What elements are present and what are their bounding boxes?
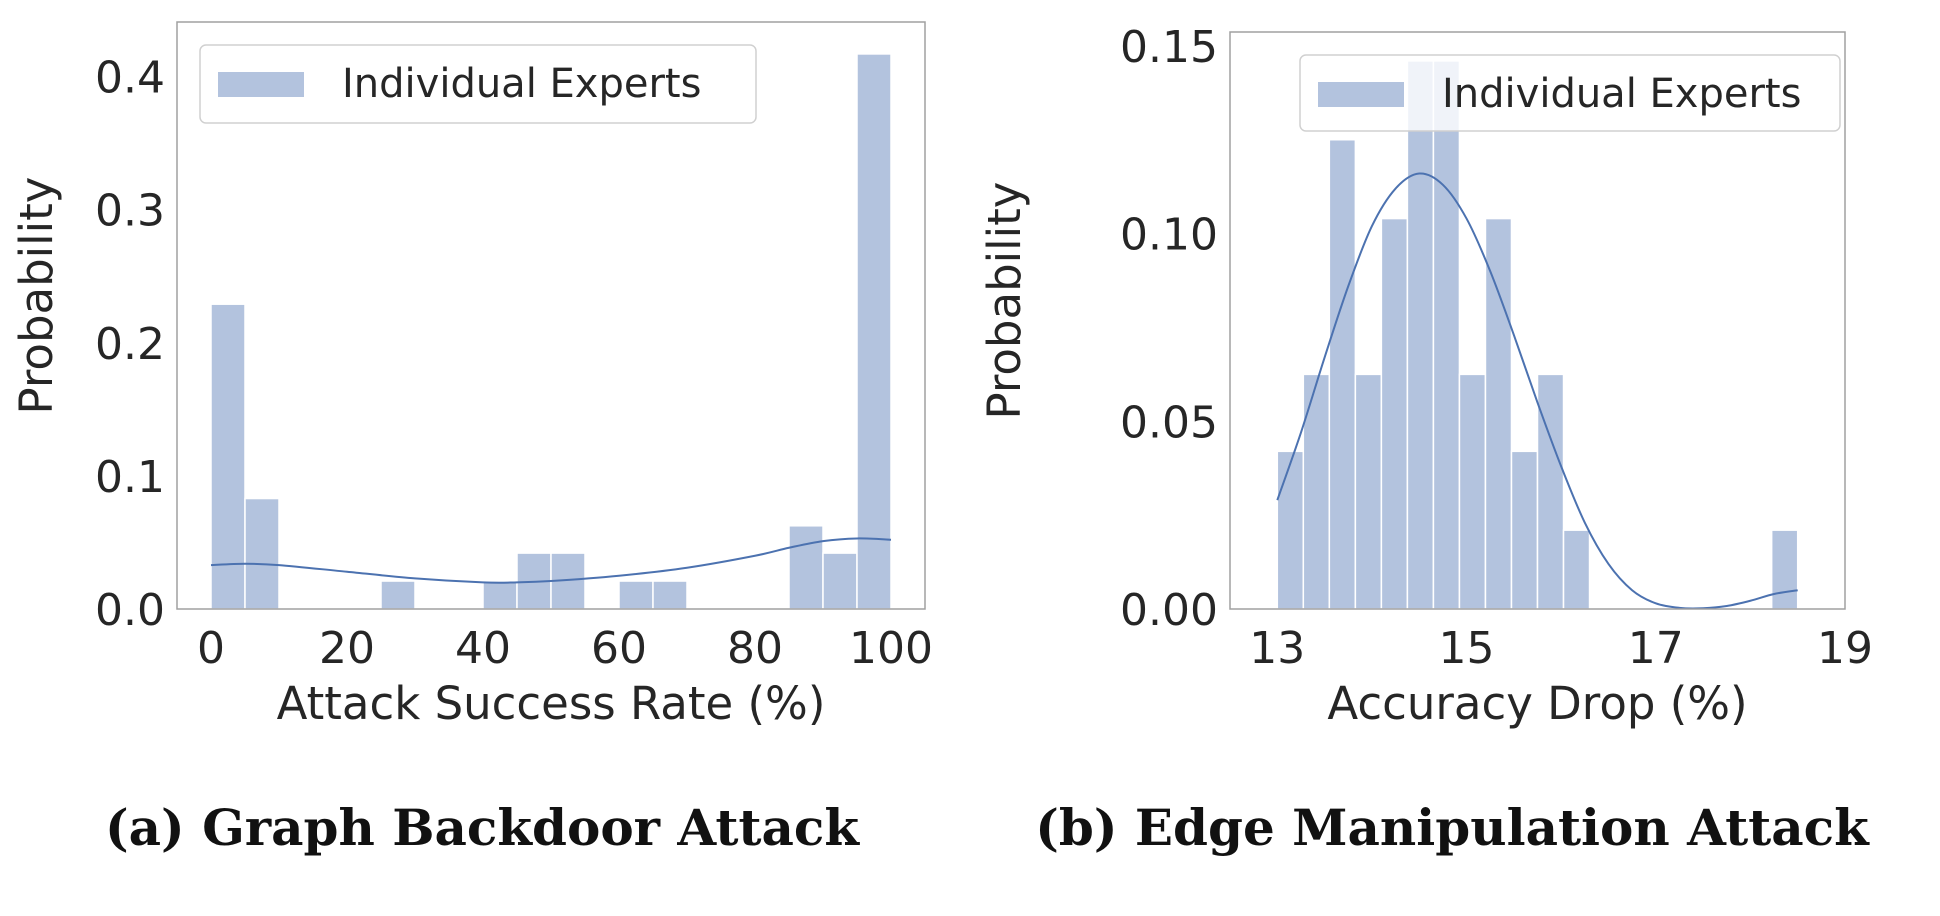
x-tick-label: 17 [1628, 623, 1684, 674]
legend-swatch [218, 72, 304, 97]
x-axis-label: Attack Success Rate (%) [277, 677, 826, 730]
legend-label: Individual Experts [1442, 71, 1801, 117]
y-axis-label: Probability [10, 177, 63, 415]
y-tick-label: 0.0 [95, 585, 165, 636]
y-tick-label: 0.2 [95, 319, 165, 370]
caption-a: (a) Graph Backdoor Attack [105, 798, 860, 857]
histogram-bar [788, 525, 824, 610]
histogram-bar [856, 53, 892, 610]
axes-frame [176, 21, 926, 610]
x-tick-label: 40 [455, 623, 511, 674]
legend-box [1299, 54, 1841, 132]
x-axis-label: Accuracy Drop (%) [1327, 677, 1747, 730]
histogram-bar [1406, 60, 1435, 610]
x-tick-label: 80 [727, 623, 783, 674]
histogram-bar [244, 497, 280, 610]
y-tick-label: 0.3 [95, 186, 165, 237]
histogram-bar [482, 580, 518, 610]
histogram-bar [1484, 217, 1513, 610]
histogram-bar [1458, 373, 1487, 610]
kde-line [210, 537, 892, 584]
histogram-bar [1510, 450, 1539, 610]
x-tick-label: 20 [319, 623, 375, 674]
x-tick-label: 19 [1817, 623, 1873, 674]
x-tick-label: 100 [849, 623, 933, 674]
x-tick-label: 15 [1439, 623, 1495, 674]
histogram-bar [1770, 529, 1799, 610]
histogram-bar [1432, 60, 1461, 610]
panel-graph-backdoor-attack: 0 20 40 60 80 100 0.0 0.1 0.2 0.3 0.4 Attack Succes… [10, 21, 933, 730]
histogram-bar [652, 580, 688, 610]
y-tick-label: 0.1 [95, 452, 165, 503]
y-tick-label: 0.10 [1120, 210, 1218, 261]
caption-b: (b) Edge Manipulation Attack [1035, 798, 1870, 857]
histogram-bar [1328, 138, 1357, 610]
legend-label: Individual Experts [342, 61, 701, 107]
y-axis-label: Probability [978, 182, 1031, 420]
y-tick-label: 0.00 [1120, 585, 1218, 636]
y-tick-label: 0.4 [95, 53, 165, 104]
histogram-bar [1302, 373, 1331, 610]
histogram-bar [380, 580, 416, 610]
histogram-bar [210, 303, 246, 610]
legend-box [199, 44, 757, 124]
histogram-bar [1276, 450, 1305, 610]
x-tick-label: 60 [591, 623, 647, 674]
y-tick-label: 0.05 [1120, 397, 1218, 448]
x-tick-label: 13 [1249, 623, 1305, 674]
y-tick-label: 0.15 [1120, 22, 1218, 73]
x-tick-label: 0 [197, 623, 225, 674]
panel-edge-manipulation-attack: 13 15 17 19 0.00 0.05 0.10 0.15 Accuracy Drop (%… [978, 22, 1873, 730]
histogram-bar [822, 552, 858, 610]
histogram-bar [618, 580, 654, 610]
histogram-bar [1536, 373, 1565, 610]
kde-line [1276, 172, 1798, 610]
histogram-bar [1380, 217, 1409, 610]
axes-frame [1229, 31, 1846, 610]
legend-swatch [1318, 82, 1404, 107]
histogram-bar [1562, 529, 1591, 610]
histogram-bar [1354, 373, 1383, 610]
